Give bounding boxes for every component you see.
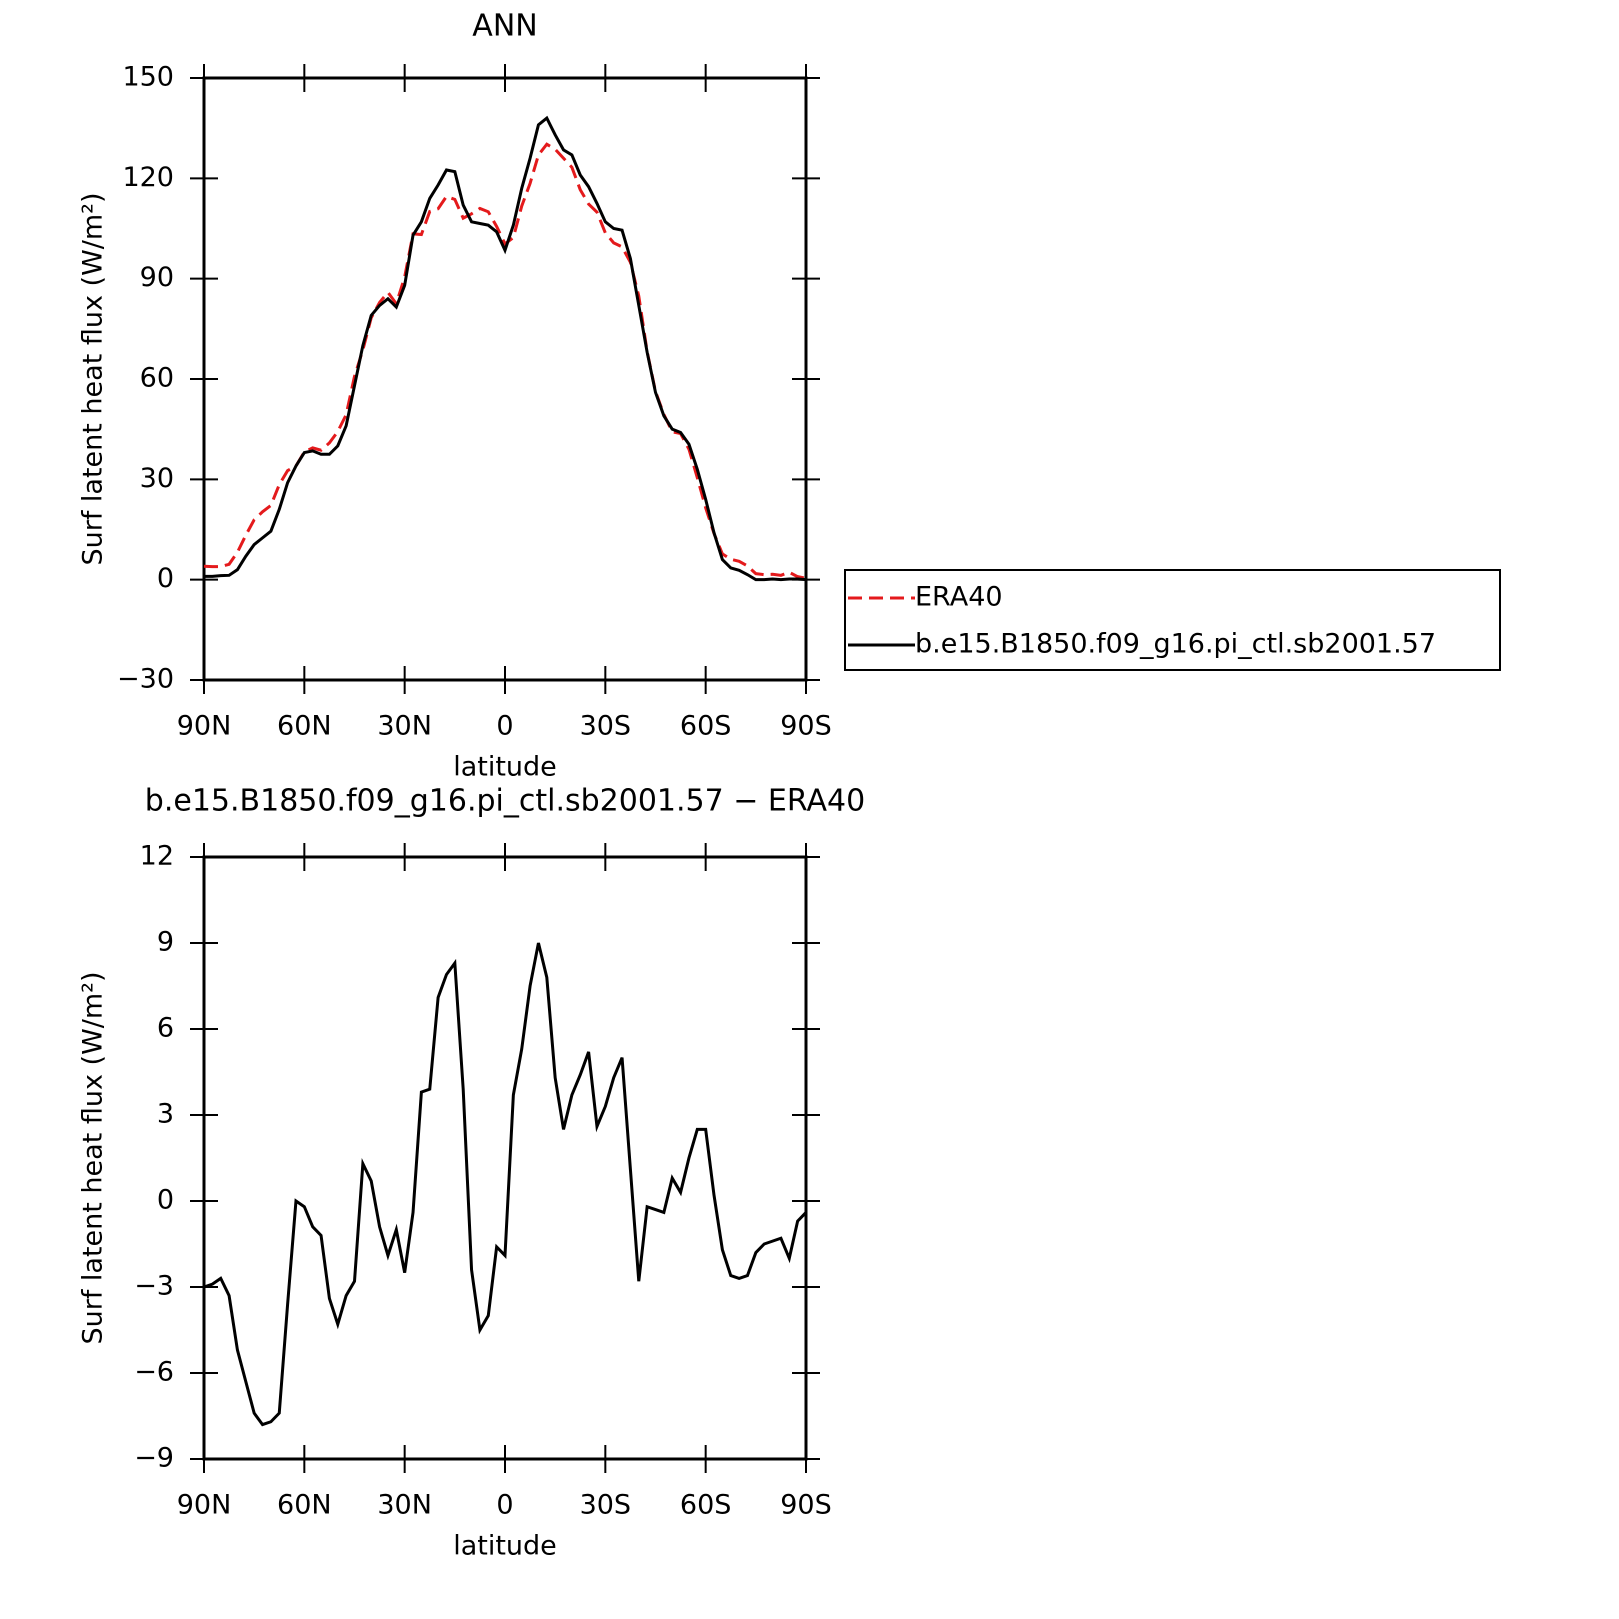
legend-label: ERA40 — [915, 582, 1003, 613]
y-tick-label: 9 — [157, 927, 174, 958]
x-tick-label: 90S — [780, 1490, 832, 1521]
y-axis-label: Surf latent heat flux (W/m²) — [78, 971, 109, 1344]
y-tick-label: 0 — [157, 1185, 174, 1216]
y-tick-label: −9 — [134, 1443, 174, 1474]
x-tick-label: 30S — [580, 1490, 632, 1521]
x-tick-label: 30S — [580, 711, 632, 742]
x-tick-label: 60N — [277, 1490, 332, 1521]
x-tick-label: 60S — [680, 1490, 732, 1521]
y-tick-label: 90 — [140, 262, 174, 293]
y-tick-label: 120 — [122, 162, 174, 193]
x-tick-label: 60S — [680, 711, 732, 742]
x-tick-label: 0 — [496, 1490, 513, 1521]
data-line — [203, 942, 808, 1427]
legend-box — [844, 569, 1501, 671]
plot-frame — [202, 76, 808, 682]
y-tick-label: 30 — [140, 463, 174, 494]
x-tick-label: 90S — [780, 711, 832, 742]
x-tick-label: 90N — [177, 1490, 232, 1521]
x-tick-label: 30N — [377, 711, 432, 742]
y-tick-label: 150 — [122, 62, 174, 93]
plot-frame — [202, 855, 808, 1461]
y-tick-label: 60 — [140, 363, 174, 394]
data-line — [203, 142, 807, 580]
y-axis-label: Surf latent heat flux (W/m²) — [78, 192, 109, 565]
y-tick-label: 12 — [140, 841, 174, 872]
x-tick-label: 30N — [377, 1490, 432, 1521]
y-tick-label: 6 — [157, 1013, 174, 1044]
y-tick-label: −3 — [134, 1271, 174, 1302]
x-tick-label: 90N — [177, 711, 232, 742]
y-tick-label: −6 — [134, 1357, 174, 1388]
x-tick-label: 60N — [277, 711, 332, 742]
legend-label: b.e15.B1850.f09_g16.pi_ctl.sb2001.57 — [915, 629, 1436, 660]
x-tick-label: 0 — [496, 711, 513, 742]
x-axis-label: latitude — [453, 752, 557, 783]
y-tick-label: 0 — [157, 563, 174, 594]
chart-title: b.e15.B1850.f09_g16.pi_ctl.sb2001.57 − E… — [145, 784, 865, 819]
data-line — [204, 115, 807, 582]
y-tick-label: −30 — [117, 664, 174, 695]
x-axis-label: latitude — [453, 1531, 557, 1562]
y-tick-label: 3 — [157, 1099, 174, 1130]
chart-title: ANN — [472, 9, 537, 44]
